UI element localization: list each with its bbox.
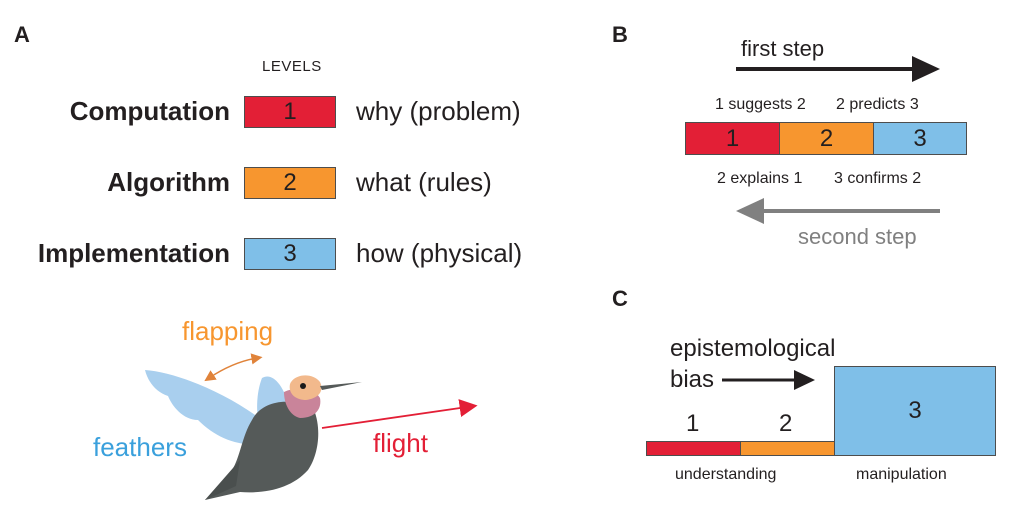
flapping-label: flapping (182, 316, 274, 346)
bias-label: bias (670, 366, 715, 393)
manipulation-label: manipulation (856, 466, 947, 483)
c-segment-1 (646, 441, 741, 456)
c-number-1: 1 (686, 410, 700, 437)
b-segment-3: 3 (873, 122, 967, 155)
bias-arrowhead (794, 370, 815, 390)
b-segment-2: 2 (779, 122, 874, 155)
flight-label: flight (373, 428, 428, 458)
c-number-2: 2 (779, 410, 793, 437)
second-step-arrowhead (736, 198, 764, 224)
bird-eye-shape (300, 383, 306, 389)
level-name-algorithm: Algorithm (107, 167, 230, 197)
label-2-predicts-3: 2 predicts 3 (836, 96, 919, 113)
panel-label-b: B (612, 22, 628, 47)
flight-arrow (321, 399, 478, 429)
panel-label-c: C (612, 286, 628, 311)
bird-tail-shape (205, 460, 240, 500)
level-name-computation: Computation (69, 96, 230, 126)
levels-heading: LEVELS (262, 58, 322, 75)
flapping-arrow (204, 353, 263, 382)
label-1-suggests-2: 1 suggests 2 (715, 96, 806, 113)
epistemological-label: epistemological (670, 335, 836, 362)
back-wing-shape (145, 370, 262, 445)
level-description-how: how (physical) (356, 238, 523, 268)
level-description-why: why (problem) (356, 96, 521, 126)
c-segment-3: 3 (834, 366, 996, 456)
level-description-what: what (rules) (356, 167, 492, 197)
feathers-label: feathers (93, 432, 187, 462)
bird-head-shape (289, 375, 322, 400)
second-step-label: second step (798, 224, 917, 249)
hummingbird-illustration (145, 370, 362, 500)
panel-label-a: A (14, 22, 30, 47)
first-step-label: first step (741, 36, 825, 61)
c-segment-2 (740, 441, 835, 456)
understanding-label: understanding (675, 466, 777, 483)
level-box-1: 1 (244, 96, 336, 128)
level-box-2: 2 (244, 167, 336, 199)
b-segment-1: 1 (685, 122, 780, 155)
label-3-confirms-2: 3 confirms 2 (834, 170, 922, 187)
bird-beak-shape (320, 382, 362, 390)
label-2-explains-1: 2 explains 1 (717, 170, 803, 187)
level-name-implementation: Implementation (37, 238, 230, 268)
first-step-arrowhead (912, 56, 940, 82)
level-box-3: 3 (244, 238, 336, 270)
